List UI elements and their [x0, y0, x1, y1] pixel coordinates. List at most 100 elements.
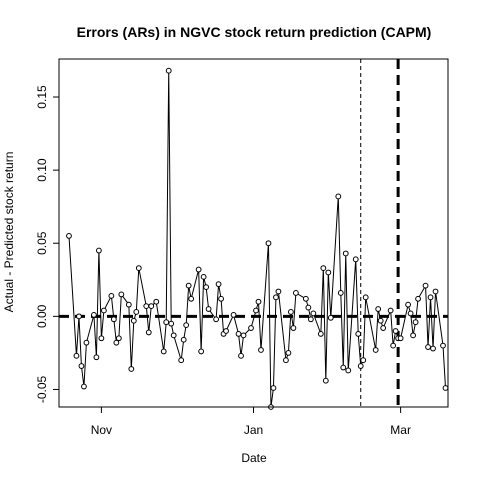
data-point — [200, 273, 207, 280]
data-point — [380, 325, 387, 331]
data-point — [248, 325, 254, 331]
data-point — [270, 385, 277, 391]
x-tick-label: Jan — [244, 423, 263, 437]
data-point — [442, 385, 449, 391]
data-point — [390, 342, 397, 349]
data-point — [235, 330, 242, 337]
data-point — [215, 281, 222, 288]
data-point — [320, 265, 327, 271]
data-point — [98, 335, 105, 342]
data-point — [153, 298, 160, 305]
data-point — [285, 349, 292, 356]
data-point — [128, 366, 135, 372]
data-point — [170, 332, 177, 339]
data-point — [253, 307, 259, 314]
data-point — [290, 325, 297, 331]
data-point — [340, 364, 347, 371]
data-point — [357, 363, 364, 369]
data-point — [302, 295, 309, 302]
data-point — [317, 330, 324, 337]
data-point — [66, 233, 72, 239]
y-tick-label: 0.10 — [35, 158, 49, 182]
data-point — [240, 332, 247, 339]
data-point — [118, 291, 125, 298]
data-point — [133, 309, 140, 315]
data-point — [342, 250, 349, 257]
data-point — [78, 363, 85, 369]
data-point — [422, 282, 429, 289]
data-point — [337, 290, 344, 296]
data-point — [185, 282, 192, 289]
data-point — [310, 310, 317, 317]
data-point — [258, 347, 264, 353]
data-point — [230, 311, 237, 318]
data-point — [372, 347, 379, 353]
data-point — [76, 313, 82, 320]
data-point — [113, 339, 120, 346]
data-point — [100, 307, 107, 314]
data-point — [440, 342, 446, 349]
data-point — [73, 352, 80, 359]
data-point — [218, 295, 224, 302]
data-point — [198, 348, 205, 355]
data-point — [130, 317, 137, 324]
data-point — [188, 295, 195, 302]
data-point — [392, 328, 399, 334]
data-point — [110, 316, 117, 323]
data-point — [223, 328, 229, 334]
data-point — [307, 316, 314, 323]
data-point — [273, 294, 279, 301]
data-point — [143, 303, 150, 310]
y-axis-title: Actual - Predicted stock return — [2, 152, 16, 313]
data-point — [238, 352, 244, 359]
data-point — [335, 193, 342, 200]
y-tick-label: -0.05 — [35, 375, 49, 403]
data-point — [168, 320, 175, 327]
data-point — [405, 301, 412, 308]
data-point — [345, 367, 352, 374]
y-tick-label: 0.15 — [35, 85, 49, 109]
data-point — [255, 298, 262, 305]
x-tick-label: Mar — [390, 423, 411, 437]
series-line — [68, 70, 447, 408]
data-point — [387, 307, 394, 314]
data-point — [377, 317, 384, 324]
data-point — [432, 288, 439, 295]
data-point — [115, 335, 122, 342]
data-point — [355, 330, 362, 337]
data-point — [322, 377, 329, 384]
data-point — [275, 288, 282, 295]
data-point — [360, 357, 367, 364]
data-point — [407, 310, 414, 317]
data-point — [362, 294, 369, 301]
data-point — [135, 265, 142, 271]
data-point — [410, 332, 416, 339]
plot-area: -0.05 0.00 0.05 0.10 0.15 Nov Jan Mar — [35, 59, 449, 437]
data-point — [265, 240, 272, 247]
data-point — [427, 294, 434, 301]
data-point — [425, 344, 431, 350]
data-point — [195, 266, 202, 273]
data-point — [430, 345, 436, 352]
data-point — [95, 247, 102, 254]
data-point — [412, 319, 419, 326]
data-point — [91, 311, 97, 318]
data-point — [327, 314, 334, 321]
x-tick-label: Nov — [91, 423, 112, 437]
data-point — [325, 269, 332, 276]
data-point — [183, 322, 190, 329]
data-point — [352, 256, 359, 263]
data-point — [288, 309, 294, 315]
data-point — [283, 357, 289, 364]
data-point — [203, 284, 210, 291]
data-point — [165, 67, 172, 74]
data-point — [160, 348, 167, 355]
data-point — [81, 383, 87, 390]
data-point — [148, 303, 155, 310]
data-point — [305, 304, 312, 311]
y-tick-label: 0.05 — [35, 231, 49, 255]
y-tick-label: 0.00 — [35, 304, 49, 328]
data-point — [108, 292, 115, 299]
data-point — [205, 306, 212, 312]
